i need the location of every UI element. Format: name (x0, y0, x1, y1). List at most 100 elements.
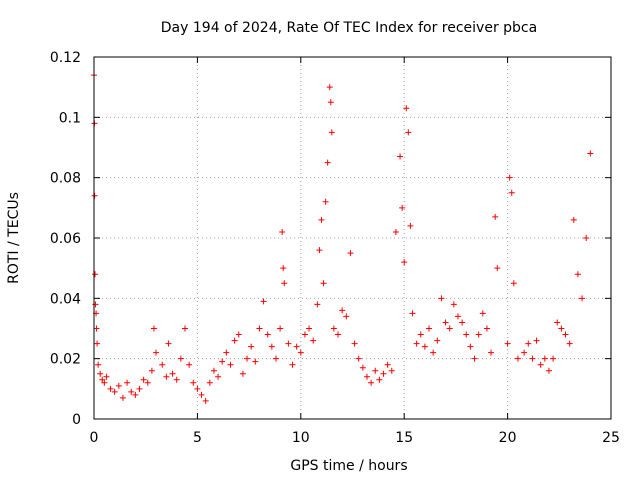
data-point (446, 325, 453, 332)
x-tick-label: 0 (90, 430, 99, 446)
data-point (169, 370, 176, 377)
data-point (510, 280, 517, 287)
data-point (454, 313, 461, 320)
data-point (101, 379, 108, 386)
data-point (384, 361, 391, 368)
data-point (91, 192, 98, 199)
data-point (279, 228, 286, 235)
data-point (579, 295, 586, 302)
data-point (504, 340, 511, 347)
data-point (506, 174, 513, 181)
data-point (380, 370, 387, 377)
data-point (248, 343, 255, 350)
data-point (301, 331, 308, 338)
y-tick-label: 0 (72, 412, 81, 428)
data-point (438, 295, 445, 302)
data-point (405, 129, 412, 136)
data-point (376, 376, 383, 383)
data-point (570, 216, 577, 223)
data-point (281, 280, 288, 287)
data-point (459, 319, 466, 326)
data-point (372, 367, 379, 374)
data-point (545, 367, 552, 374)
data-point (330, 325, 337, 332)
data-point (434, 337, 441, 344)
y-tick-label: 0.12 (50, 50, 81, 66)
data-point (492, 213, 499, 220)
data-point (260, 298, 267, 305)
data-point (550, 355, 557, 362)
grid-lines (94, 57, 611, 419)
data-point (297, 349, 304, 356)
data-point (562, 331, 569, 338)
data-point (471, 355, 478, 362)
data-point (525, 340, 532, 347)
data-point (320, 280, 327, 287)
data-point (574, 271, 581, 278)
data-point (97, 370, 104, 377)
data-point (280, 265, 287, 272)
data-point (119, 394, 126, 401)
data-point (363, 373, 370, 380)
data-point (148, 367, 155, 374)
data-point (359, 364, 366, 371)
data-point (430, 349, 437, 356)
data-point (132, 391, 139, 398)
data-point (339, 307, 346, 314)
data-point (583, 235, 590, 241)
data-point (202, 397, 209, 404)
data-point (401, 259, 408, 266)
data-point (314, 301, 321, 308)
data-point (392, 228, 399, 235)
data-point (215, 373, 222, 380)
data-point (494, 265, 501, 272)
data-point (541, 355, 548, 362)
data-point (413, 340, 420, 347)
data-point (409, 310, 416, 317)
data-point (388, 367, 395, 374)
data-point (355, 355, 362, 362)
data-point (140, 376, 147, 383)
data-point (587, 150, 594, 157)
data-point (194, 385, 201, 392)
data-point (177, 355, 184, 362)
data-point (103, 373, 110, 380)
data-point (272, 355, 279, 362)
data-point (514, 355, 521, 362)
data-point (328, 129, 335, 136)
data-point (327, 99, 334, 106)
data-point (124, 379, 131, 386)
data-point (475, 331, 482, 338)
data-point (128, 388, 135, 395)
data-point (163, 373, 170, 380)
data-point (111, 388, 118, 395)
data-point (351, 340, 358, 347)
data-point (223, 349, 230, 356)
x-axis-label: GPS time / hours (290, 458, 407, 474)
data-point (94, 340, 101, 347)
data-point (173, 376, 180, 383)
chart-title: Day 194 of 2024, Rate Of TEC Index for r… (161, 20, 537, 36)
data-point (483, 325, 490, 332)
data-point (95, 361, 102, 368)
plot-frame (93, 56, 612, 420)
data-point (529, 355, 536, 362)
data-point (92, 301, 99, 308)
data-point (463, 331, 470, 338)
data-point (227, 361, 234, 368)
data-point (165, 340, 172, 347)
y-tick-label: 0.08 (50, 171, 81, 187)
data-points (91, 72, 594, 404)
data-point (397, 153, 404, 160)
y-tick-label: 0.02 (50, 352, 81, 368)
data-point (264, 331, 271, 338)
data-point (316, 247, 323, 254)
data-point (421, 343, 428, 350)
axis-ticks: 0 5 10 15 20 25 0 0.02 0.04 0.06 0.08 0.1 0.12 (50, 50, 620, 446)
data-point (210, 367, 217, 374)
data-point (252, 358, 259, 365)
data-point (450, 301, 457, 308)
data-point (256, 325, 263, 332)
data-point (347, 250, 354, 257)
